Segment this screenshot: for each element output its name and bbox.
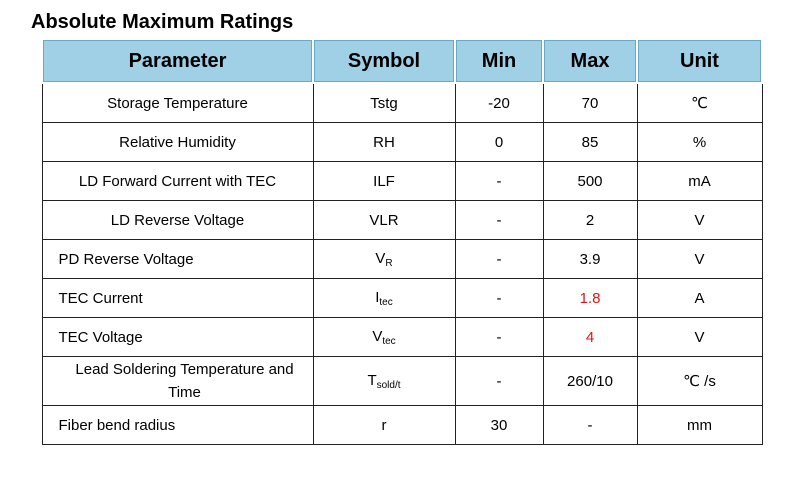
cell-min: 0: [454, 122, 544, 162]
cell-unit: V: [636, 239, 763, 279]
cell-min: -: [454, 356, 544, 406]
cell-min: 30: [454, 405, 544, 445]
cell-parameter: TEC Voltage: [41, 317, 314, 357]
cell-parameter: Relative Humidity: [41, 122, 314, 162]
cell-max: 70: [542, 82, 638, 123]
cell-min: -: [454, 161, 544, 201]
cell-parameter: Lead Soldering Temperature and Time: [41, 356, 314, 406]
header-symbol: Symbol: [312, 38, 456, 84]
cell-unit: mm: [636, 405, 763, 445]
cell-parameter: Fiber bend radius: [41, 405, 314, 445]
table-row: LD Reverse Voltage VLR - 2 V: [41, 200, 763, 240]
ratings-table: Parameter Symbol Min Max Unit Storage Te…: [41, 38, 763, 445]
cell-max-highlighted: 1.8: [542, 278, 638, 318]
cell-min: -: [454, 239, 544, 279]
cell-symbol: VR: [312, 239, 456, 279]
cell-max: 3.9: [542, 239, 638, 279]
cell-unit: V: [636, 200, 763, 240]
table-row: Storage Temperature Tstg -20 70 ℃: [41, 82, 763, 123]
cell-max-highlighted: 4: [542, 317, 638, 357]
table-row: Relative Humidity RH 0 85 %: [41, 122, 763, 162]
cell-parameter: LD Reverse Voltage: [41, 200, 314, 240]
cell-symbol: Itec: [312, 278, 456, 318]
table-row: Fiber bend radius r 30 - mm: [41, 405, 763, 445]
cell-symbol: Tsold/t: [312, 356, 456, 406]
cell-symbol: r: [312, 405, 456, 445]
cell-symbol: VLR: [312, 200, 456, 240]
cell-symbol: ILF: [312, 161, 456, 201]
cell-symbol: RH: [312, 122, 456, 162]
table-row: LD Forward Current with TEC ILF - 500 mA: [41, 161, 763, 201]
cell-max: 2: [542, 200, 638, 240]
cell-unit: mA: [636, 161, 763, 201]
cell-min: -: [454, 200, 544, 240]
cell-symbol: Tstg: [312, 82, 456, 123]
header-parameter: Parameter: [41, 38, 314, 84]
cell-max: 85: [542, 122, 638, 162]
cell-parameter: PD Reverse Voltage: [41, 239, 314, 279]
cell-unit: %: [636, 122, 763, 162]
cell-parameter: Storage Temperature: [41, 82, 314, 123]
cell-max: 260/10: [542, 356, 638, 406]
cell-symbol: Vtec: [312, 317, 456, 357]
cell-unit: A: [636, 278, 763, 318]
cell-max: 500: [542, 161, 638, 201]
header-max: Max: [542, 38, 638, 84]
cell-min: -: [454, 278, 544, 318]
cell-min: -20: [454, 82, 544, 123]
cell-unit: ℃ /s: [636, 356, 763, 406]
table-header-row: Parameter Symbol Min Max Unit: [41, 38, 763, 84]
header-min: Min: [454, 38, 544, 84]
page-title: Absolute Maximum Ratings: [31, 11, 294, 33]
table-row: PD Reverse Voltage VR - 3.9 V: [41, 239, 763, 279]
cell-parameter: TEC Current: [41, 278, 314, 318]
table-row: Lead Soldering Temperature and Time Tsol…: [41, 356, 763, 406]
table-row: TEC Voltage Vtec - 4 V: [41, 317, 763, 357]
header-unit: Unit: [636, 38, 763, 84]
table-row: TEC Current Itec - 1.8 A: [41, 278, 763, 318]
cell-unit: V: [636, 317, 763, 357]
cell-unit: ℃: [636, 82, 763, 123]
cell-min: -: [454, 317, 544, 357]
cell-max: -: [542, 405, 638, 445]
cell-parameter: LD Forward Current with TEC: [41, 161, 314, 201]
